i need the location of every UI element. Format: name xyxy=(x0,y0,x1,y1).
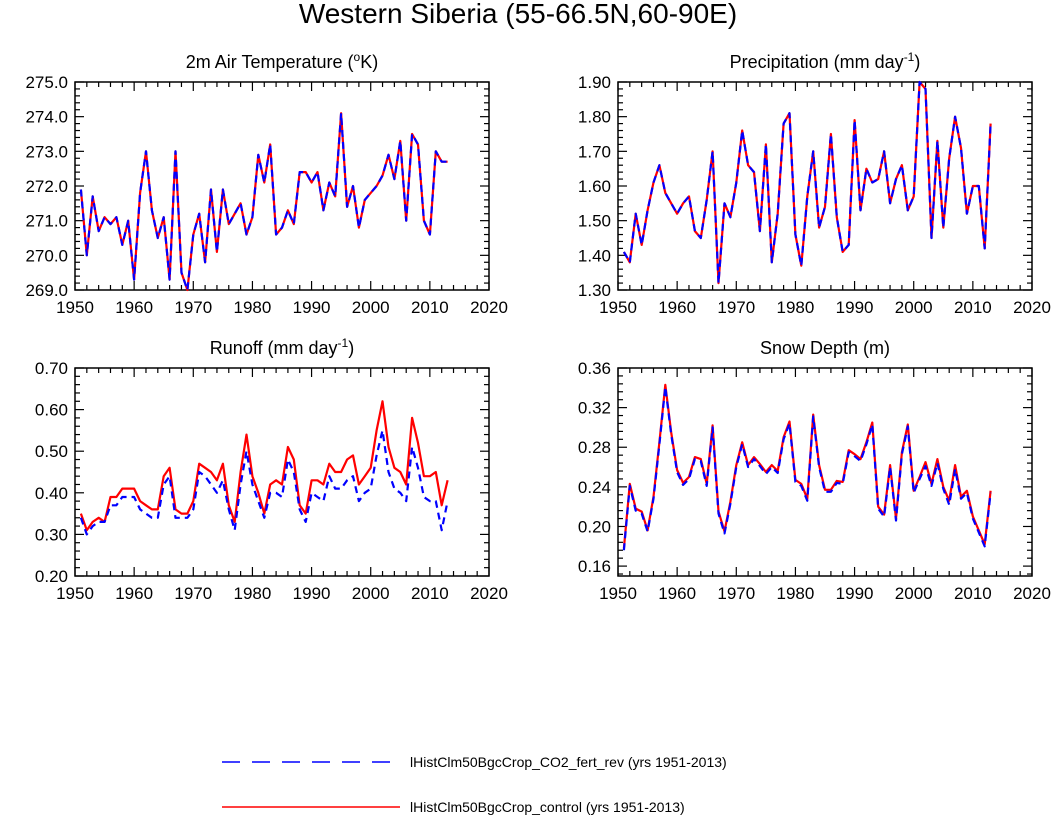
panel-title-end: ) xyxy=(914,52,920,72)
panel-title: 2m Air Temperature (oK) xyxy=(186,50,378,72)
y-tick-label: 274.0 xyxy=(25,108,68,127)
y-tick-label: 1.40 xyxy=(578,246,611,265)
panel-title-end: ) xyxy=(348,338,354,358)
x-tick-label: 2010 xyxy=(954,584,992,603)
plot-frame xyxy=(617,81,1033,291)
x-tick-label: 1980 xyxy=(777,298,815,317)
x-tick-label: 1950 xyxy=(56,584,94,603)
legend-item: lHistClm50BgcCrop_CO2_fert_rev (yrs 1951… xyxy=(222,754,727,770)
chart-panel-3: Runoff (mm day-1) 1950 1960 1970 1980 1990 200… xyxy=(35,336,508,603)
panel-title-end: K) xyxy=(360,52,378,72)
y-tick-label: 275.0 xyxy=(25,73,68,92)
legend: lHistClm50BgcCrop_CO2_fert_rev (yrs 1951… xyxy=(222,754,727,815)
panel-title-sup: o xyxy=(354,50,361,64)
x-tick-label: 2020 xyxy=(470,584,508,603)
x-tick-label: 2020 xyxy=(1013,298,1051,317)
y-tick-label: 273.0 xyxy=(25,142,68,161)
y-tick-label: 0.20 xyxy=(578,517,611,536)
x-tick-label: 1990 xyxy=(836,298,874,317)
panel-title: Runoff (mm day-1) xyxy=(210,336,354,358)
x-tick-label: 1990 xyxy=(293,584,331,603)
y-tick-label: 0.28 xyxy=(578,438,611,457)
y-tick-label: 272.0 xyxy=(25,177,68,196)
series-line xyxy=(622,383,992,549)
y-tick-label: 269.0 xyxy=(25,281,68,300)
y-tick-label: 271.0 xyxy=(25,212,68,231)
y-tick-label: 0.40 xyxy=(35,484,68,503)
y-tick-label: 0.32 xyxy=(578,399,611,418)
x-tick-label: 1980 xyxy=(777,584,815,603)
x-tick-label: 1990 xyxy=(293,298,331,317)
page-title: Western Siberia (55-66.5N,60-90E) xyxy=(299,0,737,29)
x-tick-label: 2010 xyxy=(411,298,449,317)
legend-label: lHistClm50BgcCrop_CO2_fert_rev (yrs 1951… xyxy=(410,754,727,770)
panel-title-main: Snow Depth (m) xyxy=(760,338,890,358)
panel-title-main: Precipitation (mm day xyxy=(730,52,904,72)
x-tick-label: 2020 xyxy=(1013,584,1051,603)
panel-title-main: Runoff (mm day xyxy=(210,338,338,358)
y-tick-label: 270.0 xyxy=(25,246,68,265)
x-tick-label: 2010 xyxy=(411,584,449,603)
y-tick-label: 0.24 xyxy=(578,478,611,497)
x-tick-label: 1960 xyxy=(115,298,153,317)
legend-label: lHistClm50BgcCrop_control (yrs 1951-2013… xyxy=(410,799,685,815)
panel-title: Precipitation (mm day-1) xyxy=(730,50,921,72)
y-tick-label: 0.16 xyxy=(578,557,611,576)
series-line xyxy=(79,112,448,292)
x-tick-label: 1950 xyxy=(599,584,637,603)
panel-title-main: 2m Air Temperature ( xyxy=(186,52,354,72)
x-tick-label: 1990 xyxy=(836,584,874,603)
chart-panel-4: Snow Depth (m) 1950 1960 1970 1980 1990 2000 20… xyxy=(578,338,1051,603)
panel-title-sup: -1 xyxy=(338,336,349,350)
y-tick-label: 0.20 xyxy=(35,567,68,586)
series-line xyxy=(622,80,992,285)
x-tick-label: 2000 xyxy=(895,298,933,317)
x-tick-label: 1980 xyxy=(234,298,272,317)
plot-frame xyxy=(617,367,1033,577)
chart-panels: 2m Air Temperature (oK) 1950 1960 1970 1980 1… xyxy=(25,50,1050,603)
y-tick-label: 0.50 xyxy=(35,442,68,461)
x-tick-label: 1950 xyxy=(56,298,94,317)
panel-title: Snow Depth (m) xyxy=(760,338,890,358)
y-tick-label: 1.70 xyxy=(578,142,611,161)
x-tick-label: 1970 xyxy=(717,584,755,603)
x-tick-label: 1970 xyxy=(174,298,212,317)
x-tick-label: 1970 xyxy=(717,298,755,317)
y-tick-label: 0.70 xyxy=(35,359,68,378)
plot-frame xyxy=(74,367,490,577)
x-tick-label: 2000 xyxy=(352,584,390,603)
x-tick-label: 2020 xyxy=(470,298,508,317)
plot-frame xyxy=(74,81,490,291)
chart-panel-1: 2m Air Temperature (oK) 1950 1960 1970 1980 1… xyxy=(25,50,507,317)
chart-panel-2: Precipitation (mm day-1) 1950 1960 1970 1980… xyxy=(578,50,1051,317)
y-tick-label: 1.30 xyxy=(578,281,611,300)
y-tick-label: 1.90 xyxy=(578,73,611,92)
x-tick-label: 1960 xyxy=(658,584,696,603)
x-tick-label: 1960 xyxy=(658,298,696,317)
x-tick-label: 1960 xyxy=(115,584,153,603)
panel-title-sup: -1 xyxy=(904,50,915,64)
series-line xyxy=(622,385,992,551)
x-tick-label: 2000 xyxy=(895,584,933,603)
x-tick-label: 1970 xyxy=(174,584,212,603)
y-tick-label: 1.50 xyxy=(578,212,611,231)
series-line xyxy=(79,429,449,536)
series-line xyxy=(79,400,449,532)
x-tick-label: 2000 xyxy=(352,298,390,317)
y-tick-label: 0.36 xyxy=(578,359,611,378)
y-tick-label: 1.60 xyxy=(578,177,611,196)
y-tick-label: 1.80 xyxy=(578,108,611,127)
x-tick-label: 2010 xyxy=(954,298,992,317)
x-tick-label: 1980 xyxy=(234,584,272,603)
x-tick-label: 1950 xyxy=(599,298,637,317)
legend-item: lHistClm50BgcCrop_control (yrs 1951-2013… xyxy=(222,799,685,815)
y-tick-label: 0.30 xyxy=(35,525,68,544)
y-tick-label: 0.60 xyxy=(35,401,68,420)
